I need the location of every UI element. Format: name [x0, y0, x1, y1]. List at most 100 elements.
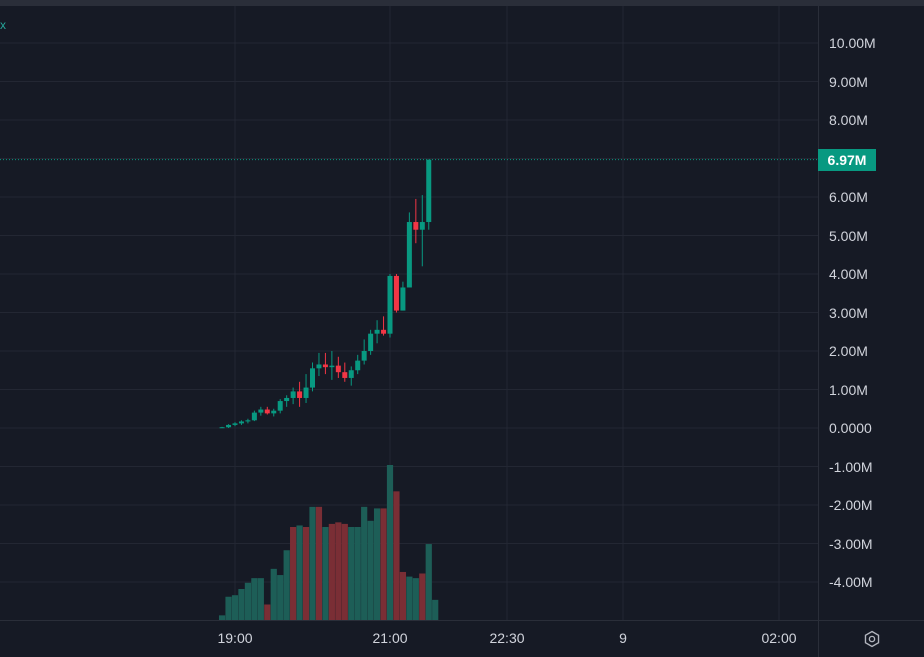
price-tick-label: 3.00M: [829, 304, 868, 321]
candle-body: [368, 333, 374, 351]
volume-bar: [412, 578, 419, 620]
volume-bar: [393, 491, 400, 620]
volume-bar: [244, 582, 252, 620]
volume-bar: [283, 550, 290, 620]
candle-body: [226, 424, 232, 428]
candle-body: [335, 365, 341, 373]
volume-bar: [270, 568, 277, 620]
price-tick-label: 4.00M: [829, 266, 868, 282]
candle: [329, 351, 335, 380]
volume-bar: [380, 508, 387, 620]
price-tick-label: -2.00M: [829, 497, 873, 513]
volume-bar: [399, 571, 407, 620]
volume-bar: [335, 522, 342, 620]
time-tick-label: 21:00: [372, 630, 408, 646]
candle-body: [284, 397, 290, 402]
candle: [393, 274, 399, 313]
candle-body: [393, 275, 399, 311]
price-tick-label: 6.00M: [829, 189, 868, 205]
volume-bar: [309, 506, 316, 620]
volume-bar: [257, 578, 264, 620]
last-price-label: 6.97M: [818, 148, 876, 171]
volume-bar: [290, 527, 297, 620]
candle: [400, 281, 406, 311]
volume-bar: [419, 573, 426, 620]
candle: [322, 352, 328, 375]
volume-bar: [231, 595, 239, 620]
candle-body: [277, 401, 283, 411]
candle-body: [419, 222, 425, 230]
candle-body: [290, 391, 296, 398]
chart-settings-button[interactable]: [818, 620, 924, 657]
candle: [290, 387, 296, 405]
candle: [316, 352, 322, 377]
candle: [355, 354, 361, 375]
candle-body: [219, 427, 225, 429]
candle: [238, 420, 244, 425]
time-tick-label: 9: [619, 630, 627, 646]
candle: [297, 381, 303, 407]
candle: [245, 418, 251, 424]
volume-bar: [251, 578, 258, 620]
candle: [226, 424, 232, 428]
time-tick-label: 19:00: [217, 630, 253, 646]
candle: [368, 329, 374, 355]
candle: [258, 406, 264, 416]
volume-bar: [238, 589, 245, 620]
price-axis[interactable]: 10.00M 9.00M 8.00M 6.00M 5.00M 4.00M 3.00M 2.00…: [818, 6, 924, 620]
price-tick-label: -1.00M: [829, 458, 873, 475]
volume-bar: [225, 596, 232, 620]
candle: [232, 422, 238, 427]
candle: [381, 316, 387, 336]
gear-icon: [864, 630, 880, 648]
candle-body: [232, 423, 238, 425]
candle: [361, 339, 367, 365]
volume-bar: [373, 508, 381, 620]
candle: [284, 395, 290, 407]
candle-body: [258, 409, 264, 413]
time-axis[interactable]: 19:00 21:00 22:30 9 02:00: [0, 620, 818, 657]
price-tick-label: 5.00M: [829, 227, 868, 244]
candle: [271, 408, 277, 417]
candle: [310, 362, 315, 392]
candle-body: [271, 410, 277, 414]
time-tick-label: 02:00: [761, 630, 797, 646]
volume-bar: [367, 520, 374, 620]
candle-body: [406, 222, 412, 288]
top-toolbar-strip: [0, 0, 924, 6]
indicator-corner-label: x: [0, 18, 6, 32]
candle: [406, 212, 412, 288]
volume-bar: [264, 604, 271, 620]
candle-body: [400, 287, 406, 311]
volume-bar: [354, 527, 361, 620]
volume-bar: [315, 506, 323, 620]
chart-grid: [0, 6, 818, 620]
volume-bar: [302, 527, 310, 620]
volume-bar: [406, 576, 413, 620]
price-tick-label: -4.00M: [829, 574, 873, 590]
candlestick-series: [219, 159, 432, 429]
candle: [348, 366, 354, 386]
candle-body: [361, 351, 367, 361]
price-tick-label: 8.00M: [829, 112, 868, 128]
candle-body: [310, 368, 315, 388]
volume-bar: [296, 525, 303, 620]
volume-bar: [218, 615, 226, 620]
volume-bar: [348, 527, 355, 620]
candle-body: [264, 409, 270, 414]
candle-body: [251, 412, 257, 421]
volume-bar: [277, 575, 284, 620]
candle: [303, 374, 309, 403]
candle: [335, 356, 341, 378]
price-tick-label: 10.00M: [829, 35, 876, 51]
volume-bar: [361, 506, 368, 620]
price-tick-label: -3.00M: [829, 535, 873, 552]
candle: [277, 399, 283, 414]
candle-body: [355, 360, 361, 371]
candle: [413, 198, 419, 244]
price-tick-label: 2.00M: [829, 343, 868, 359]
time-tick-label: 22:30: [489, 630, 525, 646]
candle-body: [322, 364, 328, 368]
chart-plot-area[interactable]: [0, 6, 818, 620]
volume-bar: [341, 523, 348, 620]
